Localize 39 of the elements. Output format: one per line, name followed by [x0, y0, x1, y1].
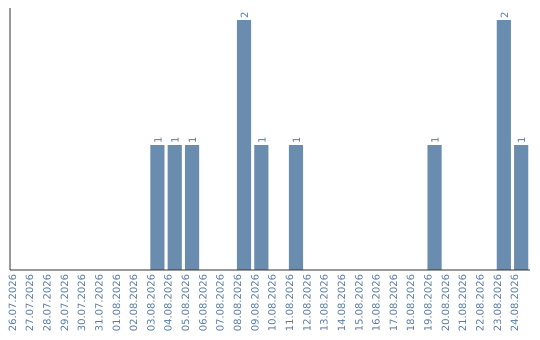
x-tick-label: 28.07.2026 [42, 274, 54, 332]
x-tick-label: 31.07.2026 [94, 274, 106, 332]
data-label: 1 [430, 136, 442, 143]
x-tick-label: 10.08.2026 [268, 274, 279, 332]
x-tick-label: 12.08.2026 [302, 274, 314, 332]
data-label: 1 [153, 136, 164, 143]
x-tick-label: 30.07.2026 [77, 274, 88, 332]
x-tick-label: 13.08.2026 [320, 274, 331, 332]
data-label: 2 [500, 12, 511, 18]
x-tick-label: 02.08.2026 [129, 274, 140, 332]
data-label: 1 [188, 136, 200, 143]
x-tick-label: 29.07.2026 [60, 274, 71, 332]
x-tick-label: 23.08.2026 [492, 274, 504, 332]
x-tick-label: 20.08.2026 [440, 274, 452, 332]
x-tick-label: 09.08.2026 [250, 274, 262, 332]
data-label: 1 [170, 136, 182, 143]
x-tick-label: 08.08.2026 [233, 274, 244, 332]
data-label: 1 [257, 136, 268, 143]
x-tick-label: 19.08.2026 [424, 274, 435, 332]
x-tick-label: 03.08.2026 [146, 274, 158, 332]
x-tick-label: 11.08.2026 [284, 274, 296, 332]
x-tick-label: 07.08.2026 [216, 274, 227, 332]
x-tick-label: 14.08.2026 [336, 274, 348, 332]
x-tick-label: 24.08.2026 [510, 274, 522, 332]
data-label: 1 [517, 136, 528, 143]
x-tick-label: 15.08.2026 [354, 274, 366, 332]
x-tick-label: 05.08.2026 [181, 274, 192, 332]
data-label: 1 [292, 136, 303, 143]
x-tick-label: 26.07.2026 [8, 274, 19, 332]
x-tick-label: 16.08.2026 [372, 274, 383, 332]
x-tick-label: 27.07.2026 [25, 274, 36, 332]
x-tick-label: 18.08.2026 [406, 274, 418, 332]
x-tick-label: 17.08.2026 [388, 274, 400, 332]
x-tick-label: 21.08.2026 [458, 274, 470, 332]
data-label: 2 [240, 12, 252, 18]
x-tick-label: 01.08.2026 [112, 274, 123, 332]
x-tick-label: 06.08.2026 [198, 274, 210, 332]
x-tick-label: 04.08.2026 [164, 274, 175, 332]
x-tick-label: 22.08.2026 [476, 274, 487, 332]
